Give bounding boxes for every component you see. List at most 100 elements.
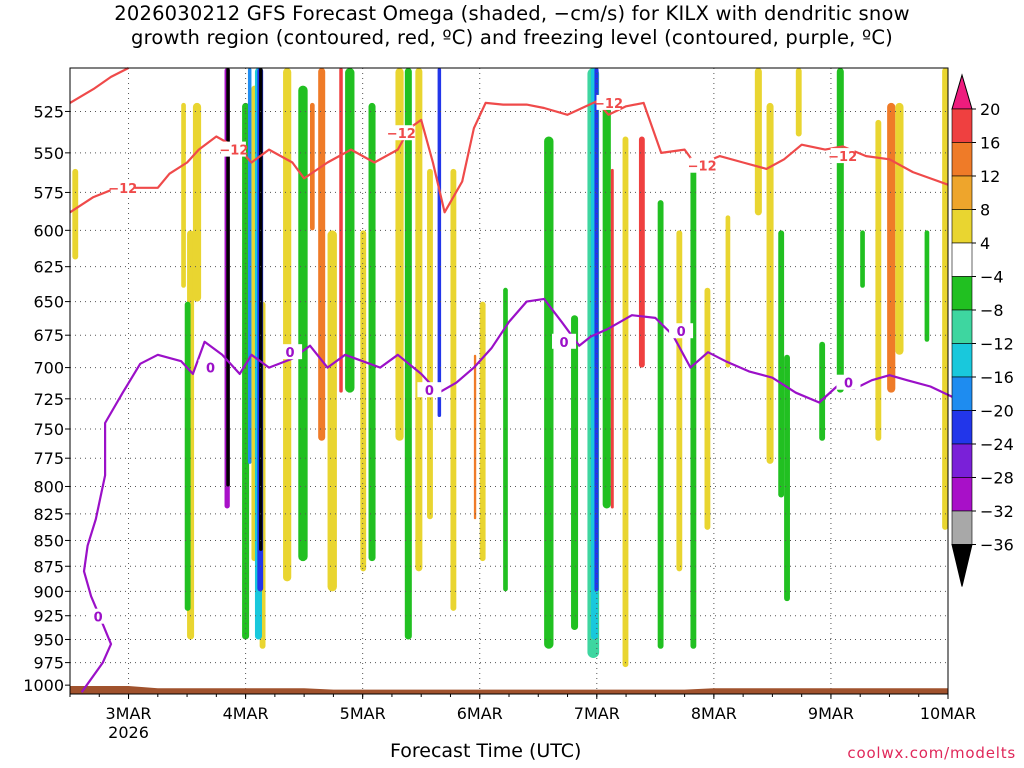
omega-core-1: [226, 68, 230, 487]
omega-core-10: [594, 68, 599, 592]
y-tick-label-850: 850: [33, 531, 64, 550]
y-tick-label-700: 700: [33, 359, 64, 378]
omega-band-6: [242, 102, 250, 640]
x-tick-label-2: 5MAR: [340, 704, 386, 723]
pressure-axis: 525 550 575 600 625 650 675 700 725 750 775 800 825 8…: [23, 102, 70, 695]
colorbar-swatch-4: [951, 209, 973, 244]
x-axis-title: Forecast Time (UTC): [390, 740, 582, 762]
omega-band-23: [571, 315, 579, 631]
omega-band-32: [754, 68, 762, 216]
contour-layer: 0 0 0 0 0 0 0 −12 −12 −12 −12 −12 −12: [69, 67, 955, 693]
contour-label-12: −12: [828, 150, 857, 165]
omega-band-19: [450, 168, 457, 611]
colorbar-label-11: −28: [980, 469, 1014, 488]
site-credit: coolwx.com/modelts: [847, 744, 1016, 762]
colorbar-label-10: −24: [980, 435, 1014, 454]
omega-band-33: [766, 102, 774, 464]
y-tick-label-825: 825: [33, 505, 64, 524]
omega-band-37: [860, 230, 865, 288]
omega-band-16: [404, 68, 412, 640]
grid-lines: [70, 68, 949, 694]
ground-fill: [70, 686, 948, 694]
colorbar-label-5: −4: [980, 268, 1004, 287]
y-tick-label-650: 650: [33, 293, 64, 312]
omega-band-26: [638, 136, 645, 368]
omega-band-3: [192, 102, 202, 302]
chart-title-line2: growth region (contoured, red, ºC) and f…: [131, 26, 893, 49]
colorbar-swatch-1: [951, 108, 973, 143]
colorbar-swatch-3: [951, 175, 973, 210]
colorbar-label-7: −12: [980, 335, 1014, 354]
colorbar-label-4: 4: [980, 234, 990, 253]
omega-band-29: [690, 168, 697, 649]
y-tick-label-1000: 1000: [23, 676, 64, 695]
contour-label-2: 0: [286, 346, 295, 361]
omega-core-6: [339, 68, 343, 393]
omega-band-21: [503, 287, 508, 592]
colorbar-swatch-6: [951, 276, 973, 311]
x-tick-label-7: 10MAR: [920, 704, 976, 723]
omega-band-40: [895, 102, 904, 355]
chart-title-line1: 2026030212 GFS Forecast Omega (shaded, −…: [114, 2, 910, 25]
omega-band-39: [887, 102, 896, 393]
omega-band-13: [360, 230, 367, 572]
omega-band-9: [298, 85, 308, 562]
omega-band-17: [415, 68, 423, 572]
y-tick-label-975: 975: [33, 654, 64, 673]
y-tick-label-575: 575: [33, 183, 64, 202]
y-tick-label-900: 900: [33, 582, 64, 601]
omega-band-25: [622, 136, 629, 668]
colorbar-label-12: −32: [980, 502, 1014, 521]
omega-band-43: [819, 341, 826, 441]
colorbar-top-arrow: [951, 73, 973, 110]
ground-layer: [70, 686, 948, 694]
omega-band-28: [676, 230, 683, 572]
omega-band-44: [784, 354, 790, 602]
omega-band-11: [327, 230, 337, 592]
y-tick-label-625: 625: [33, 258, 64, 277]
colorbar-label-6: −8: [980, 301, 1004, 320]
colorbar-label-13: −36: [980, 536, 1014, 555]
contour-line-2: [69, 100, 949, 214]
x-tick-label-3: 6MAR: [457, 704, 503, 723]
omega-core-7: [437, 68, 442, 418]
x-tick-label-4: 7MAR: [574, 704, 620, 723]
x-tick-label-5: 8MAR: [691, 704, 737, 723]
omega-band-31: [725, 215, 731, 368]
omega-shading-layer: [72, 68, 948, 668]
y-tick-label-525: 525: [33, 102, 64, 121]
y-tick-label-675: 675: [33, 326, 64, 345]
omega-band-12: [345, 68, 355, 393]
y-tick-label-550: 550: [33, 144, 64, 163]
contour-label-1: 0: [206, 362, 215, 377]
contour-line-1: [69, 67, 129, 104]
x-tick-sublabel-0: 2026: [108, 723, 149, 742]
colorbar-swatch-10: [951, 410, 973, 445]
omega-core-13: [473, 354, 477, 520]
colorbar: 20 16 12 8 4 −4 −8 −12 −16 −20 −24 −28 −32 −36: [951, 73, 1014, 587]
omega-band-20: [479, 301, 486, 562]
contour-label-7: −12: [108, 182, 137, 197]
omega-band-10: [318, 68, 326, 441]
contour-label-0: 0: [94, 611, 103, 626]
omega-band-15: [395, 68, 404, 441]
colorbar-label-0: 20: [980, 100, 1000, 119]
x-tick-label-0: 3MAR: [106, 704, 152, 723]
omega-core-11: [610, 168, 614, 509]
omega-band-0: [72, 168, 79, 260]
omega-band-41: [942, 68, 948, 530]
omega-band-4: [184, 301, 191, 611]
contour-label-6: 0: [844, 377, 853, 392]
contour-label-4: 0: [559, 336, 568, 351]
colorbar-label-3: 8: [980, 201, 990, 220]
colorbar-swatch-8: [951, 343, 973, 378]
omega-core-5: [247, 68, 252, 464]
colorbar-swatch-13: [951, 510, 973, 545]
colorbar-swatch-12: [951, 477, 973, 512]
y-tick-label-750: 750: [33, 420, 64, 439]
omega-core-4: [259, 68, 263, 551]
y-tick-label-600: 600: [33, 221, 64, 240]
y-tick-label-800: 800: [33, 477, 64, 496]
